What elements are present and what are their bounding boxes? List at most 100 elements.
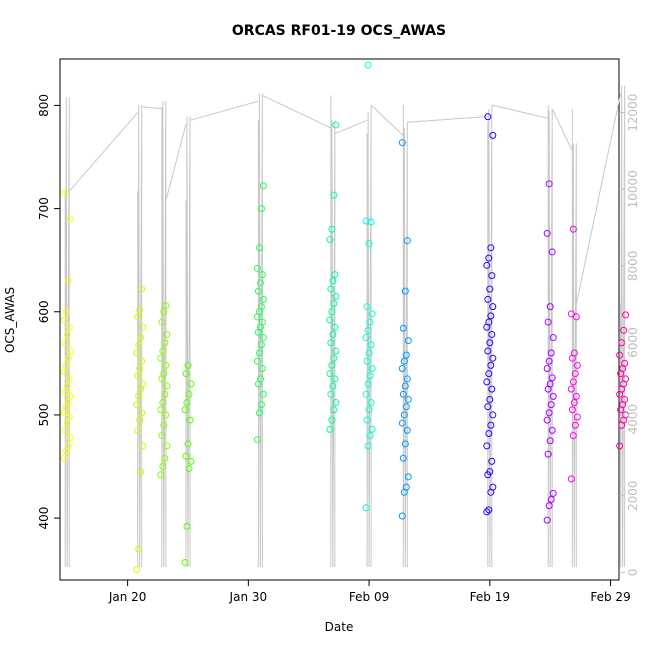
- data-point: [64, 399, 72, 407]
- data-point: [326, 316, 334, 324]
- data-point: [63, 382, 71, 390]
- x-tick-label: Feb 19: [470, 590, 510, 604]
- data-point: [332, 292, 340, 300]
- data-point: [253, 357, 261, 365]
- data-point: [485, 318, 493, 326]
- data-point: [573, 361, 581, 369]
- data-points: [60, 61, 630, 574]
- data-point: [158, 318, 166, 326]
- y-tick-label: 700: [37, 197, 51, 220]
- data-point: [134, 372, 142, 380]
- y-tick-label: 600: [37, 300, 51, 323]
- data-point: [163, 382, 171, 390]
- data-point: [61, 426, 69, 434]
- data-point: [400, 411, 408, 419]
- data-point: [184, 361, 192, 369]
- data-point: [547, 401, 555, 409]
- data-point: [404, 337, 412, 345]
- data-point: [362, 390, 370, 398]
- data-point: [134, 313, 142, 321]
- data-point: [401, 440, 409, 448]
- data-point: [400, 357, 408, 365]
- data-point: [549, 489, 557, 497]
- data-point: [368, 310, 376, 318]
- data-point: [489, 411, 497, 419]
- data-point: [483, 508, 491, 516]
- data-point: [616, 351, 624, 359]
- data-point: [257, 303, 265, 311]
- y-axis-label: OCS_AWAS: [3, 287, 17, 353]
- data-point: [187, 457, 195, 465]
- data-point: [487, 361, 495, 369]
- data-point: [138, 357, 146, 365]
- data-point: [545, 180, 553, 188]
- data-point: [60, 409, 68, 417]
- data-point: [545, 409, 553, 417]
- data-point: [366, 372, 374, 380]
- flight-series: [133, 285, 147, 574]
- flight-series: [398, 139, 412, 520]
- data-point: [401, 382, 409, 390]
- data-point: [543, 229, 551, 237]
- data-point: [398, 139, 406, 147]
- data-point: [65, 323, 73, 331]
- data-point: [485, 506, 493, 514]
- data-point: [365, 349, 373, 357]
- data-point: [620, 326, 628, 334]
- data-point: [572, 313, 580, 321]
- data-point: [487, 312, 495, 320]
- data-point: [62, 403, 70, 411]
- data-point: [331, 271, 339, 279]
- data-point: [160, 308, 168, 316]
- data-point: [402, 483, 410, 491]
- data-point: [256, 279, 264, 287]
- data-point: [573, 413, 581, 421]
- data-point: [60, 316, 68, 324]
- data-point: [137, 334, 145, 342]
- data-point: [365, 240, 373, 248]
- data-point: [258, 271, 266, 279]
- data-point: [137, 468, 145, 476]
- data-point: [489, 354, 497, 362]
- data-point: [622, 411, 630, 419]
- data-point: [489, 131, 497, 139]
- data-point: [329, 330, 337, 338]
- data-point: [547, 349, 555, 357]
- data-point: [330, 354, 338, 362]
- data-point: [160, 370, 168, 378]
- y-right-tick-label: 12000: [626, 94, 640, 132]
- data-point: [136, 306, 144, 314]
- data-point: [486, 285, 494, 293]
- data-point: [331, 375, 339, 383]
- data-point: [62, 361, 70, 369]
- data-point: [257, 401, 265, 409]
- data-point: [398, 419, 406, 427]
- data-point: [544, 318, 552, 326]
- data-point: [616, 442, 624, 450]
- data-point: [136, 365, 144, 373]
- data-point: [548, 248, 556, 256]
- data-point: [567, 310, 575, 318]
- data-point: [549, 392, 557, 400]
- data-point: [363, 416, 371, 424]
- y-right-tick-label: 2000: [626, 480, 640, 511]
- x-tick-label: Jan 20: [108, 590, 147, 604]
- data-point: [622, 375, 630, 383]
- data-point: [548, 374, 556, 382]
- data-point: [329, 382, 337, 390]
- data-point: [569, 225, 577, 233]
- data-point: [160, 421, 168, 429]
- data-point: [488, 330, 496, 338]
- y-right-tick-label: 6000: [626, 327, 640, 358]
- data-point: [257, 205, 265, 213]
- data-point: [546, 437, 554, 445]
- y-tick-label: 800: [37, 94, 51, 117]
- data-point: [133, 401, 141, 409]
- data-point: [621, 395, 629, 403]
- data-point: [161, 339, 169, 347]
- data-point: [567, 385, 575, 393]
- altitude-track: [64, 85, 626, 567]
- data-point: [66, 434, 74, 442]
- data-point: [259, 182, 267, 190]
- data-point: [61, 189, 69, 197]
